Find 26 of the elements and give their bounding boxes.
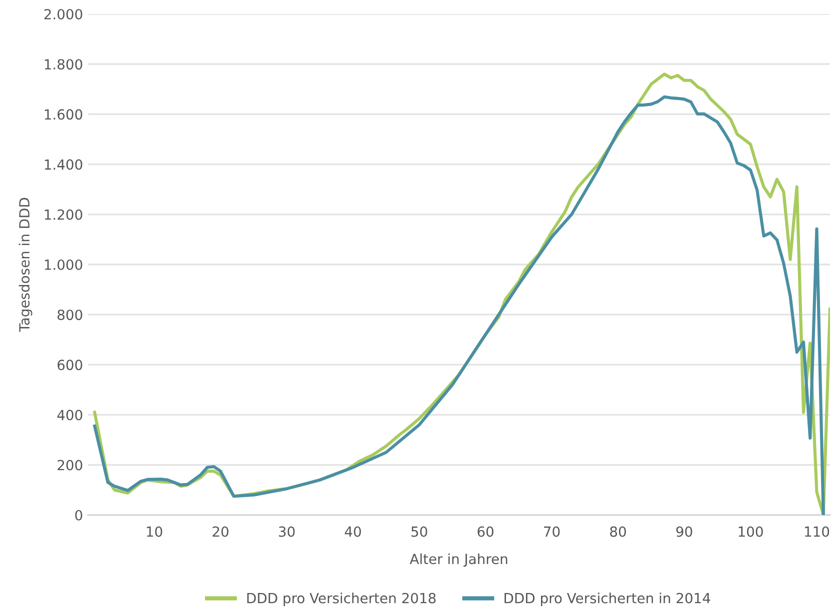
x-tick-label: 90 (676, 526, 692, 537)
y-tick-label: 200 (58, 460, 82, 470)
x-tick-label: 50 (411, 526, 428, 537)
x-tick-label: 60 (478, 526, 494, 537)
y-tick-label: 1.000 (44, 259, 82, 270)
legend-label: DDD pro Versicherten in 2014 (504, 592, 710, 606)
x-tick-label: 80 (610, 526, 626, 537)
x-tick-label: 40 (344, 526, 361, 537)
y-axis-title: Tagesdosen in DDD (18, 198, 32, 332)
legend-label: DDD pro Versicherten 2018 (247, 592, 436, 606)
y-tick-label: 0 (75, 510, 82, 520)
y-tick-label: 600 (58, 360, 82, 370)
y-tick-label: 2.000 (44, 8, 82, 20)
x-tick-label: 70 (544, 526, 560, 537)
x-tick-label: 100 (738, 526, 763, 537)
x-tick-label: 110 (805, 526, 830, 537)
x-axis-title: Alter in Jahren (410, 553, 508, 567)
x-tick-label: 10 (146, 526, 162, 537)
x-tick-label: 20 (212, 526, 228, 537)
y-tick-label: 1.800 (44, 59, 82, 70)
x-tick-label: 30 (278, 526, 295, 537)
y-tick-label: 1.400 (44, 159, 82, 170)
y-tick-label: 800 (58, 310, 82, 320)
y-tick-label: 1.200 (44, 209, 82, 220)
y-tick-label: 400 (57, 410, 82, 420)
y-tick-label: 1.600 (44, 109, 82, 120)
